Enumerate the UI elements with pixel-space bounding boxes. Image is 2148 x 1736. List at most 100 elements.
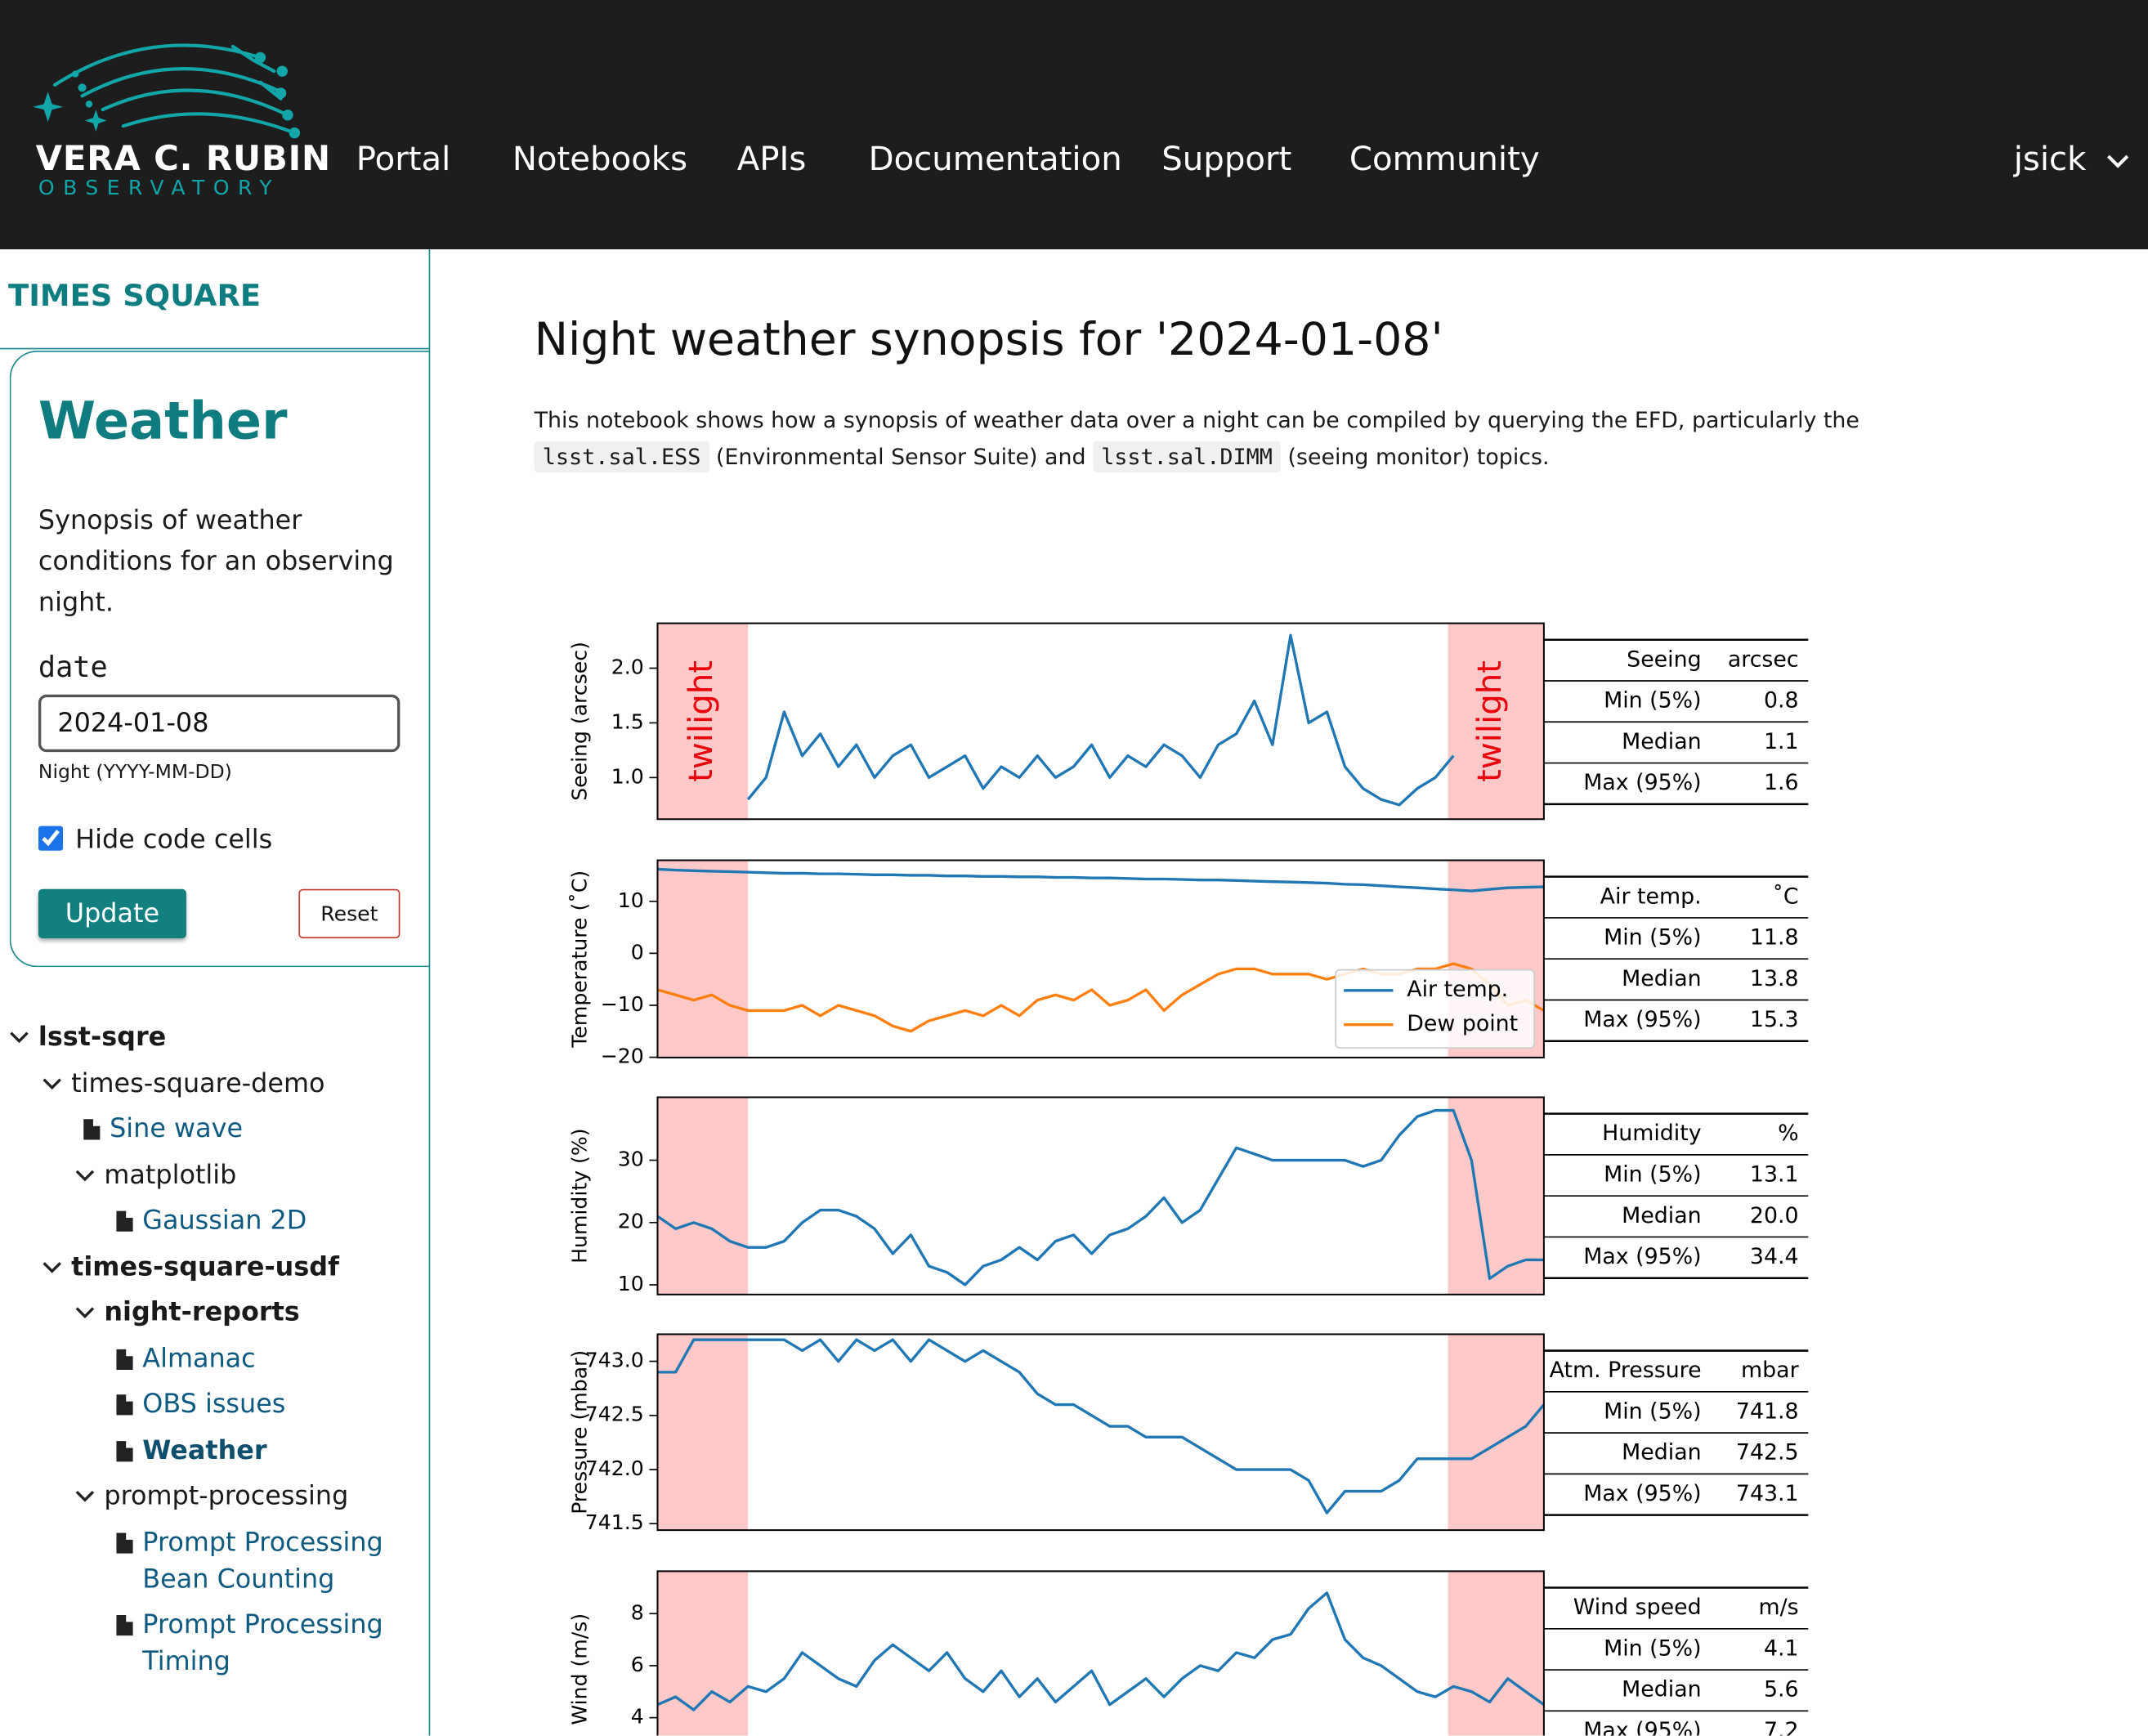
update-button[interactable]: Update <box>38 888 186 939</box>
tree-folder[interactable]: lsst-sqre <box>0 1019 425 1056</box>
tree-page[interactable]: Prompt Processing Timing <box>0 1607 425 1681</box>
tree-folder[interactable]: prompt-processing <box>0 1478 425 1515</box>
annotation: twilight <box>682 660 720 782</box>
tree-page[interactable]: OBS issues <box>0 1386 425 1423</box>
inline-code: lsst.sal.DIMM <box>1093 441 1282 473</box>
parameter-card: Weather Synopsis of weather conditions f… <box>9 351 429 968</box>
table-cell: 20.0 <box>1750 1203 1799 1228</box>
y-axis-label: Humidity (%) <box>568 1128 592 1263</box>
tree-page[interactable]: Gaussian 2D <box>0 1203 425 1240</box>
tree-page[interactable]: Weather <box>0 1432 425 1469</box>
tree-label[interactable]: Gaussian 2D <box>142 1205 307 1236</box>
notebook-title: Night weather synopsis for '2024-01-08' <box>534 312 1443 366</box>
table-cell: m/s <box>1759 1595 1799 1620</box>
user-menu[interactable]: jsick <box>2014 140 2130 178</box>
y-tick-label: 1.0 <box>611 764 644 788</box>
divider <box>0 347 429 350</box>
tree-label[interactable]: matplotlib <box>104 1159 237 1190</box>
twilight-band <box>1448 623 1544 820</box>
param-help: Night (YYYY-MM-DD) <box>38 761 232 784</box>
table-cell: Min (5%) <box>1604 1162 1701 1188</box>
table-cell: mbar <box>1741 1358 1800 1383</box>
file-icon <box>83 1119 101 1140</box>
tree-label[interactable]: times-square-demo <box>71 1067 325 1098</box>
nav-link[interactable]: Documentation <box>868 139 1122 178</box>
logo-subtext: OBSERVATORY <box>38 175 280 200</box>
tree-label[interactable]: OBS issues <box>142 1389 286 1420</box>
checkbox[interactable] <box>38 825 64 851</box>
table-cell: 13.1 <box>1750 1162 1799 1188</box>
checkbox-label[interactable]: Hide code cells <box>75 824 273 855</box>
tree-page[interactable]: Prompt Processing Bean Counting <box>0 1524 425 1599</box>
chevron-icon <box>10 1031 29 1044</box>
plot-frame <box>656 622 1545 821</box>
table-cell: 0.8 <box>1764 688 1799 714</box>
tree-label[interactable]: Prompt Processing Bean Counting <box>142 1526 383 1595</box>
y-axis-label: Temperature (˚C) <box>568 870 592 1049</box>
table-cell: Max (95%) <box>1583 1007 1701 1032</box>
inline-code: lsst.sal.ESS <box>534 441 709 473</box>
twilight-band <box>657 1097 749 1295</box>
tree-label[interactable]: Weather <box>142 1434 267 1465</box>
user-name[interactable]: jsick <box>2013 139 2087 178</box>
annotation: twilight <box>1471 660 1509 782</box>
table-cell: Wind speed <box>1573 1595 1702 1620</box>
twilight-band <box>1448 1097 1544 1295</box>
tree-folder[interactable]: times-square-usdf <box>0 1249 425 1286</box>
table-cell: Humidity <box>1602 1121 1702 1146</box>
description: Synopsis of weather conditions for an ob… <box>38 505 394 618</box>
tree-label[interactable]: Sine wave <box>110 1113 244 1144</box>
table-cell: Max (95%) <box>1583 770 1701 795</box>
nav-link[interactable]: APIs <box>736 139 807 178</box>
top-bar: VERA C. RUBIN OBSERVATORY jsick Portal No… <box>0 0 2148 250</box>
y-tick-label: −20 <box>601 1045 644 1068</box>
reset-button[interactable]: Reset <box>298 888 401 939</box>
twilight-band <box>657 1334 749 1531</box>
twilight-band <box>1448 1571 1544 1736</box>
table-cell: Min (5%) <box>1604 688 1701 714</box>
data-line <box>656 1108 1544 1286</box>
table-cell: ˚C <box>1773 884 1799 909</box>
tree-label[interactable]: Almanac <box>142 1343 256 1374</box>
y-axis-label: Pressure (mbar) <box>568 1350 592 1515</box>
y-axis-label: Seeing (arcsec) <box>568 642 592 801</box>
table-cell: % <box>1778 1121 1798 1146</box>
data-line <box>657 867 1544 893</box>
tree-label[interactable]: night-reports <box>104 1297 300 1328</box>
tree-label[interactable]: Prompt Processing Timing <box>142 1609 383 1677</box>
table-cell: Max (95%) <box>1583 1244 1701 1269</box>
twilight-band <box>1448 1334 1544 1531</box>
table-cell: Min (5%) <box>1604 925 1701 951</box>
tree-page[interactable]: Sine wave <box>0 1111 425 1148</box>
tree-label[interactable]: prompt-processing <box>104 1480 349 1511</box>
file-icon <box>116 1615 133 1636</box>
tree-folder[interactable]: matplotlib <box>0 1157 425 1193</box>
y-tick-label: 6 <box>631 1653 644 1676</box>
table-cell: Median <box>1622 729 1701 754</box>
nav-link[interactable]: Portal <box>356 139 451 178</box>
y-tick-label: 2.0 <box>611 655 644 678</box>
tree-folder[interactable]: night-reports <box>0 1295 425 1331</box>
nav-link[interactable]: Community <box>1349 139 1540 178</box>
y-tick-label: 10 <box>618 1272 644 1295</box>
nav-link[interactable]: Support <box>1161 139 1292 178</box>
tree-page[interactable]: Almanac <box>0 1340 425 1377</box>
file-icon <box>116 1210 133 1232</box>
tree-label[interactable]: times-square-usdf <box>71 1251 339 1282</box>
y-tick-label: −10 <box>601 992 644 1016</box>
tree-label[interactable]: lsst-sqre <box>38 1022 167 1053</box>
param-input[interactable] <box>38 694 401 753</box>
app-title[interactable]: TIMES SQUARE <box>8 279 262 314</box>
y-tick-label: 742.5 <box>585 1403 644 1426</box>
y-tick-label: 4 <box>631 1705 644 1729</box>
chevron-icon <box>75 1169 95 1181</box>
y-axis-label: Wind (m/s) <box>568 1613 592 1725</box>
nav-link[interactable]: Notebooks <box>512 139 688 178</box>
table-cell: Median <box>1622 966 1701 991</box>
legend-label: Air temp. <box>1407 977 1508 1002</box>
text: This notebook shows how a synopsis of we… <box>534 406 1859 433</box>
tree-folder[interactable]: times-square-demo <box>0 1065 425 1102</box>
page-title: Weather <box>38 390 288 451</box>
y-tick-label: 0 <box>631 940 644 964</box>
